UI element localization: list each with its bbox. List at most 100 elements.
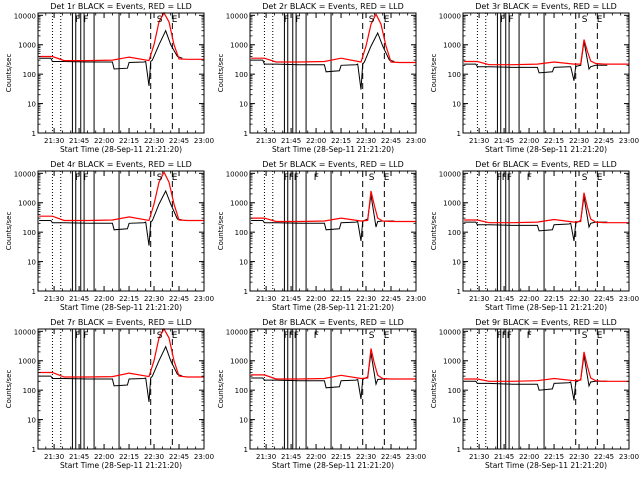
x-tick-label: 23:00: [406, 453, 426, 461]
y-tick-label: 1: [32, 446, 36, 454]
x-tick-label: 21:45: [69, 453, 89, 461]
y-tick-label: 100: [448, 387, 461, 395]
flag-label: F: [289, 173, 294, 183]
x-axis-label: Start Time (28-Sep-11 21:21:20): [60, 303, 182, 312]
x-tick-label: 22:30: [569, 295, 589, 303]
x-tick-label: 22:00: [519, 453, 539, 461]
x-tick-label: 21:30: [469, 453, 489, 461]
y-tick-label: 10000: [226, 328, 248, 336]
event-markers: [51, 329, 173, 449]
y-tick-label: 100: [235, 229, 248, 237]
plot-frame: [462, 12, 630, 134]
events-series-line: [39, 29, 183, 86]
flag-label: S: [369, 173, 375, 183]
y-tick-label: 1000: [230, 358, 248, 366]
plot-frame: [37, 12, 205, 134]
flag-label: F: [75, 331, 80, 341]
x-axis-label: Start Time (28-Sep-11 21:21:20): [485, 461, 607, 470]
flag-label: E: [172, 331, 178, 341]
flag-label: F: [75, 173, 80, 183]
flag-label: E: [597, 331, 603, 341]
flag-label: S: [582, 331, 588, 341]
y-tick-label: 1: [32, 288, 36, 296]
events-series-line: [464, 41, 608, 81]
x-tick-label: 23:00: [619, 137, 639, 145]
x-tick-label: 23:00: [194, 453, 214, 461]
x-tick-label: 21:30: [256, 295, 276, 303]
flag-label: S: [157, 331, 163, 341]
y-tick-label: 100: [23, 71, 36, 79]
events-series-line: [464, 355, 608, 401]
y-tick-label: 100: [23, 387, 36, 395]
x-tick-label: 22:30: [569, 453, 589, 461]
flag-label: S: [582, 173, 588, 183]
y-axis-label: Counts/sec: [5, 54, 13, 93]
lld-series-line: [251, 12, 416, 64]
y-tick-label: 1000: [230, 200, 248, 208]
x-tick-label: 22:00: [519, 137, 539, 145]
panel-det-3: F F S E 1 10 100 1000 10000 21:30 21:45 22:00 22:15 2…: [430, 2, 639, 154]
panel-title: Det 2r BLACK = Events, RED = LLD: [262, 2, 404, 11]
x-tick-label: 22:45: [169, 295, 189, 303]
x-axis-label: Start Time (28-Sep-11 21:21:20): [485, 145, 607, 154]
x-tick-label: 21:30: [44, 295, 64, 303]
x-tick-label: 22:45: [381, 453, 401, 461]
panel-title: Det 9r BLACK = Events, RED = LLD: [475, 318, 617, 327]
x-tick-label: 21:45: [281, 137, 301, 145]
flag-label: F: [83, 15, 88, 25]
x-axis-label: Start Time (28-Sep-11 21:21:20): [60, 145, 182, 154]
x-tick-label: 21:45: [494, 295, 514, 303]
x-tick-label: 22:00: [94, 295, 114, 303]
event-markers: [263, 171, 385, 291]
x-axis-label: Start Time (28-Sep-11 21:21:20): [60, 461, 182, 470]
plot-frame: [249, 170, 417, 292]
lld-series-line: [464, 351, 629, 382]
y-tick-label: 10: [452, 101, 461, 109]
flag-label: E: [597, 173, 603, 183]
flag-label: F: [527, 331, 532, 341]
y-tick-label: 100: [448, 229, 461, 237]
y-tick-label: 1000: [18, 358, 36, 366]
y-tick-label: 1: [244, 288, 248, 296]
event-markers: [51, 171, 173, 291]
flag-label: S: [582, 15, 588, 25]
flag-label: F: [83, 331, 88, 341]
lld-series-line: [464, 192, 629, 224]
flag-label: F: [83, 173, 88, 183]
flag-label: F: [507, 331, 512, 341]
y-tick-label: 10: [452, 259, 461, 267]
x-tick-label: 22:30: [356, 137, 376, 145]
x-tick-label: 22:45: [594, 137, 614, 145]
panel-title: Det 7r BLACK = Events, RED = LLD: [50, 318, 192, 327]
flag-label: E: [597, 15, 603, 25]
y-axis-label: Counts/sec: [5, 370, 13, 409]
y-tick-label: 10: [27, 259, 36, 267]
y-tick-label: 100: [448, 71, 461, 79]
x-tick-label: 22:15: [331, 137, 351, 145]
events-series-line: [251, 353, 395, 400]
x-tick-label: 21:30: [256, 453, 276, 461]
flag-label: E: [384, 15, 390, 25]
panel-title: Det 3r BLACK = Events, RED = LLD: [475, 2, 617, 11]
y-tick-label: 100: [23, 229, 36, 237]
lld-series-line: [464, 39, 629, 66]
x-axis-label: Start Time (28-Sep-11 21:21:20): [272, 145, 394, 154]
flag-label: S: [369, 331, 375, 341]
x-tick-label: 21:45: [494, 453, 514, 461]
x-tick-label: 21:30: [469, 295, 489, 303]
y-tick-label: 10: [239, 101, 248, 109]
plot-frame: [462, 170, 630, 292]
flag-label: E: [384, 331, 390, 341]
y-tick-label: 1: [457, 446, 461, 454]
event-markers: [263, 329, 385, 449]
y-tick-label: 1000: [443, 42, 461, 50]
x-tick-label: 22:45: [594, 295, 614, 303]
y-tick-label: 10: [452, 417, 461, 425]
x-tick-label: 22:15: [119, 295, 139, 303]
y-axis-label: Counts/sec: [217, 54, 225, 93]
